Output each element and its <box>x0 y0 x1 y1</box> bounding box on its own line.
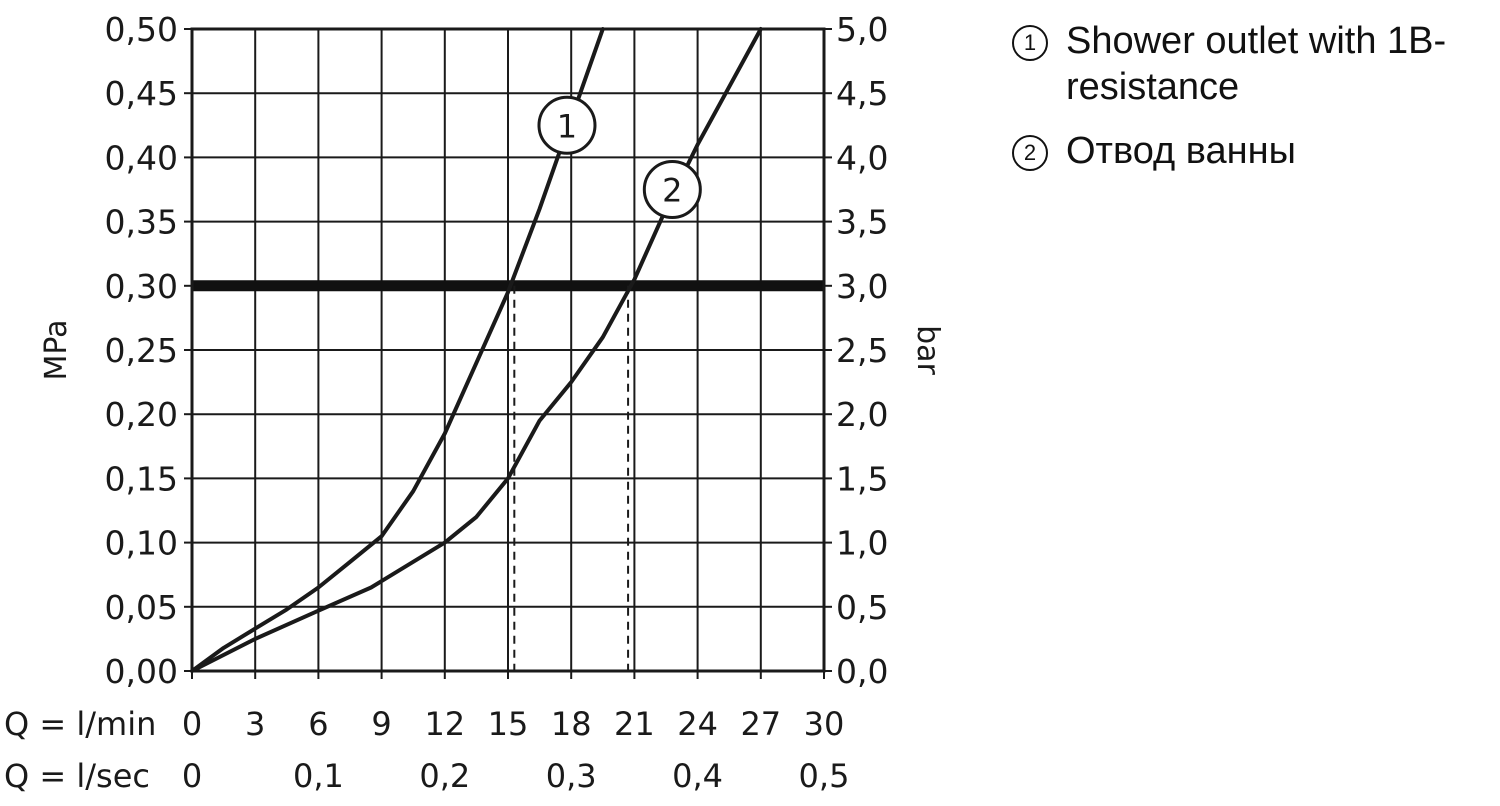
y-tick-label: 0,15 <box>105 459 178 498</box>
legend-item: 2 Отвод ванны <box>1012 128 1492 174</box>
y-tick-label: 0,10 <box>105 524 178 563</box>
plot-border <box>190 27 826 673</box>
series-marker-label: 2 <box>662 172 682 210</box>
legend-label: Shower outlet with 1B-resistance <box>1066 20 1447 108</box>
y2-tick-label: 2,0 <box>836 395 888 434</box>
y-tick-label: 0,05 <box>105 588 178 627</box>
plot-frame <box>190 27 826 673</box>
y-tick-label: 0,35 <box>105 203 178 242</box>
y2-axis-label: bar <box>910 325 945 375</box>
y-tick-label: 0,25 <box>105 331 178 370</box>
y2-tick-label: 0,5 <box>836 588 888 627</box>
y2-tick-label: 3,5 <box>836 203 888 242</box>
series-markers: 12 <box>537 95 702 219</box>
y-tick-label: 0,30 <box>105 267 178 306</box>
grid <box>184 28 832 679</box>
x2-tick-label: 0,3 <box>546 757 597 795</box>
x-tick-label: 12 <box>424 705 465 743</box>
x-tick-label: 21 <box>614 705 655 743</box>
x2-axis-unit-label: Q = l/sec <box>4 757 150 795</box>
series-marker-label: 1 <box>557 107 577 145</box>
x-tick-label: 15 <box>488 705 529 743</box>
x2-tick-label: 0,5 <box>799 757 850 795</box>
x2-tick-label: 0,2 <box>419 757 470 795</box>
x-tick-label: 30 <box>804 705 845 743</box>
y-axis-label: MPa <box>39 319 74 380</box>
x-tick-labels: 0 3 6 9 12 15 18 21 24 27 30 <box>182 705 845 743</box>
x-tick-label: 6 <box>308 705 328 743</box>
x2-tick-label: 0 <box>182 757 202 795</box>
y-tick-label: 0,40 <box>105 138 178 177</box>
y2-tick-label: 3,0 <box>836 267 888 306</box>
series-marker-2-icon: 2 <box>1012 135 1048 171</box>
x-tick-label: 3 <box>245 705 265 743</box>
series-marker-circle <box>537 95 597 155</box>
y2-tick-label: 0,0 <box>836 652 888 691</box>
y2-tick-label: 1,5 <box>836 459 888 498</box>
x-tick-label: 9 <box>371 705 391 743</box>
x2-tick-label: 0,4 <box>672 757 723 795</box>
x-tick-label: 27 <box>740 705 781 743</box>
y2-tick-label: 1,0 <box>836 524 888 563</box>
y2-tick-label: 4,0 <box>836 138 888 177</box>
x-tick-label: 18 <box>551 705 592 743</box>
y2-tick-labels: 0,0 0,5 1,0 1,5 2,0 2,5 3,0 3,5 4,0 4,5 5,0 <box>836 10 888 691</box>
legend-label: Отвод ванны <box>1066 130 1296 172</box>
x-tick-label: 24 <box>677 705 718 743</box>
x-tick-label: 0 <box>182 705 202 743</box>
y-tick-labels: 0,00 0,05 0,10 0,15 0,20 0,25 0,30 0,35 0,40 0,45… <box>105 10 178 691</box>
series-marker-circle <box>642 160 702 219</box>
y-tick-label: 0,20 <box>105 395 178 434</box>
series-marker-1-icon: 1 <box>1012 25 1048 61</box>
y2-tick-label: 5,0 <box>836 10 888 49</box>
y2-tick-label: 2,5 <box>836 331 888 370</box>
legend-item: 1 Shower outlet with 1B-resistance <box>1012 18 1492 110</box>
legend: 1 Shower outlet with 1B-resistance 2 Отв… <box>1012 18 1492 192</box>
y-tick-label: 0,00 <box>105 652 178 691</box>
pressure-flow-chart: 12 0,000,050,100,150,200,250,300,350,400… <box>4 10 945 795</box>
series-line-1 <box>190 27 605 673</box>
x-axis-unit-label: Q = l/min <box>4 705 156 743</box>
y2-tick-label: 4,5 <box>836 74 888 113</box>
x2-tick-labels: 0 0,1 0,2 0,3 0,4 0,5 <box>182 757 850 795</box>
y-tick-label: 0,50 <box>105 10 178 49</box>
y-tick-label: 0,45 <box>105 74 178 113</box>
x2-tick-label: 0,1 <box>293 757 344 795</box>
